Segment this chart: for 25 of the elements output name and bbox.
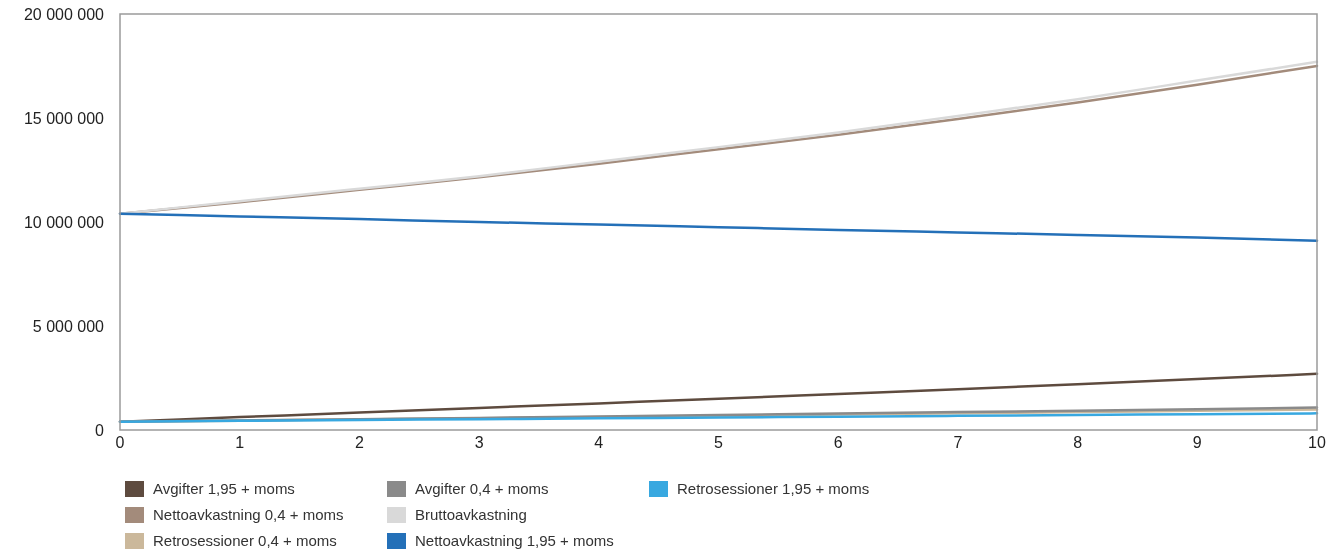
- x-tick-label: 4: [594, 434, 604, 451]
- legend-label: Nettoavkastning 0,4 + moms: [153, 506, 344, 524]
- x-tick-label: 7: [953, 434, 963, 451]
- legend-label: Bruttoavkastning: [415, 506, 527, 524]
- y-tick-label: 10 000 000: [23, 213, 105, 231]
- y-tick-label: 5 000 000: [32, 317, 105, 335]
- legend-label: Retrosessioner 0,4 + moms: [153, 532, 337, 550]
- y-tick-label: 15 000 000: [23, 109, 105, 127]
- y-tick-label: 0: [95, 421, 105, 439]
- x-tick-label: 5: [714, 434, 724, 451]
- legend-label: Avgifter 1,95 + moms: [153, 480, 295, 498]
- x-tick-label: 8: [1073, 434, 1083, 451]
- x-tick-label: 0: [115, 434, 125, 451]
- x-tick-label: 2: [354, 434, 364, 451]
- x-tick-label: 3: [474, 434, 484, 451]
- line-series: [118, 412, 1319, 423]
- x-tick-label: 10: [1308, 434, 1326, 451]
- x-tick-label: 9: [1192, 434, 1202, 451]
- x-tick-label: 6: [833, 434, 843, 451]
- legend-label: Retrosessioner 1,95 + moms: [677, 480, 870, 498]
- y-tick-label: 20 000 000: [23, 5, 105, 23]
- line-series: [118, 212, 1319, 242]
- x-tick-label: 1: [235, 434, 245, 451]
- legend-label: Nettoavkastning 1,95 + moms: [415, 532, 614, 550]
- legend-label: Avgifter 0,4 + moms: [415, 480, 549, 498]
